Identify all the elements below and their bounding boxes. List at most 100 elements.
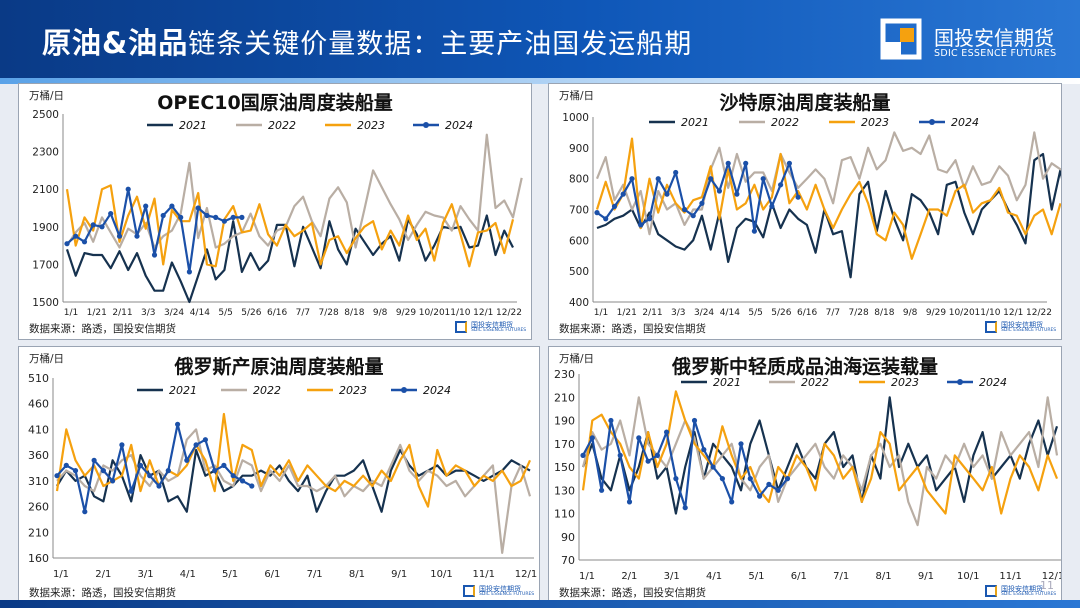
- chart-panel-russia-crude: 160 210 260 310 360 410 460 510 1/1 2/1 3/1 4/1 5/1 6…: [18, 346, 540, 604]
- y-tick-label: 90: [561, 531, 575, 544]
- series-point-2024: [580, 452, 586, 458]
- x-tick-label: 3/1: [664, 571, 680, 582]
- x-tick-label: 2/1: [95, 569, 111, 580]
- source-note: 数据来源：路透，国投安信期货: [29, 323, 176, 335]
- watermark-en: SDIC ESSENCE FUTURES: [1001, 328, 1057, 333]
- y-tick-label: 170: [554, 438, 575, 451]
- series-point-2024: [757, 493, 763, 499]
- y-tick-label: 360: [28, 449, 49, 462]
- watermark-icon: [985, 321, 997, 333]
- series-point-2024: [193, 442, 199, 448]
- page-title-bold: 原油&油品: [42, 26, 189, 60]
- series-point-2024: [751, 228, 757, 234]
- series-point-2024: [664, 429, 670, 435]
- x-tick-label: 12/22: [496, 308, 522, 318]
- series-point-2024: [230, 473, 236, 479]
- legend-label-2021: 2021: [713, 376, 741, 389]
- x-tick-label: 1/1: [53, 569, 69, 580]
- series-point-2024: [608, 417, 614, 424]
- x-tick-label: 12/22: [1026, 308, 1052, 318]
- series-point-2024: [81, 239, 88, 245]
- series-line-2024: [56, 423, 253, 513]
- x-tick-label: 3/24: [164, 308, 184, 318]
- legend-label-2024: 2024: [951, 116, 979, 129]
- x-tick-label: 8/1: [349, 569, 365, 580]
- x-tick-label: 9/1: [918, 571, 934, 582]
- x-tick-label: 7/7: [296, 308, 310, 318]
- series-point-2024: [160, 212, 166, 219]
- y-tick-label: 2100: [32, 184, 59, 196]
- series-point-2024: [239, 478, 246, 484]
- legend-label-2024: 2024: [979, 376, 1007, 389]
- series-point-2024: [54, 473, 60, 479]
- x-tick-label: 9/1: [391, 569, 407, 580]
- x-tick-label: 12/1: [1003, 308, 1023, 318]
- series-point-2024: [64, 241, 70, 247]
- chart-svg-opec10: 1500 1700 1900 2100 2300 2500 1/1 1/21 2/11 3/3 3/…: [32, 109, 523, 318]
- series-point-2024: [204, 212, 210, 219]
- source-note: 数据来源：路透，国投安信期货: [559, 323, 706, 335]
- series-point-2024: [90, 222, 96, 228]
- x-tick-label: 11/1: [472, 569, 494, 580]
- source-note: 数据来源：路透，国投安信期货: [29, 587, 176, 599]
- series-point-2024: [738, 441, 744, 447]
- legend-label-2023: 2023: [339, 384, 367, 397]
- series-point-2024: [699, 200, 705, 206]
- unit-label: 万桶/日: [29, 90, 65, 102]
- x-tick-label: 4/1: [706, 571, 722, 582]
- series-point-2024: [116, 233, 123, 239]
- series-point-2024: [72, 468, 79, 474]
- page-number: 11: [1040, 579, 1054, 592]
- unit-label: 万桶/日: [559, 353, 595, 365]
- header-accent-line: [0, 78, 1080, 84]
- x-tick-label: 9/29: [396, 308, 416, 318]
- series-point-2024: [239, 214, 245, 220]
- x-tick-label: 4/1: [180, 569, 196, 580]
- watermark-logo: 国投安信期货 SDIC ESSENCE FUTURES: [985, 584, 1057, 600]
- watermark-en: SDIC ESSENCE FUTURES: [471, 328, 527, 333]
- series-point-2024: [137, 462, 144, 468]
- series-point-2024: [760, 176, 766, 182]
- series-point-2024: [629, 176, 635, 182]
- watermark-cn: 国投安信期货: [1001, 585, 1043, 593]
- series-point-2024: [82, 509, 88, 515]
- series-point-2024: [710, 464, 716, 470]
- legend-label-2023: 2023: [861, 116, 889, 129]
- x-tick-label: 2/11: [642, 308, 662, 318]
- series-point-2024: [195, 205, 201, 211]
- watermark-logo: 国投安信期货 SDIC ESSENCE FUTURES: [463, 584, 534, 600]
- series-point-2024: [690, 213, 696, 219]
- series-line-2023: [581, 390, 1059, 515]
- y-tick-label: 900: [569, 143, 589, 155]
- watermark-icon: [985, 585, 997, 597]
- series-point-2024: [221, 218, 227, 224]
- series-point-2024: [221, 462, 227, 468]
- watermark-en: SDIC ESSENCE FUTURES: [1001, 592, 1057, 597]
- series-point-2024: [778, 182, 784, 188]
- y-tick-label: 1000: [562, 112, 589, 124]
- series-point-2024: [786, 160, 792, 166]
- series-point-2024: [719, 476, 725, 482]
- y-tick-label: 150: [554, 461, 575, 474]
- x-tick-label: 7/1: [307, 569, 323, 580]
- chart-svg-saudi: 400 500 600 700 800 900 1000 1/1 1/21 2/11 3/3 3/24…: [562, 112, 1061, 318]
- y-tick-label: 400: [569, 297, 589, 309]
- series-point-2024: [186, 269, 192, 275]
- series-line-2022: [581, 396, 1059, 527]
- x-tick-label: 11/10: [975, 308, 1001, 318]
- watermark-icon: [463, 585, 475, 597]
- x-tick-label: 7/28: [319, 308, 339, 318]
- series-point-2024: [169, 203, 175, 209]
- x-tick-label: 8/18: [344, 308, 364, 318]
- series-point-2024: [165, 468, 171, 474]
- chart-svg-russia-crude: 160 210 260 310 360 410 460 510 1/1 2/1 3/1 4/1 5/1 6…: [28, 372, 537, 580]
- unit-label: 万桶/日: [559, 90, 595, 102]
- series-point-2024: [681, 206, 688, 213]
- series-point-2024: [645, 458, 651, 464]
- x-tick-label: 6/1: [791, 571, 807, 582]
- unit-label: 万桶/日: [29, 353, 65, 365]
- y-tick-label: 190: [554, 415, 575, 428]
- series-point-2024: [202, 437, 208, 443]
- y-tick-label: 130: [554, 484, 575, 497]
- x-tick-label: 12/1: [473, 308, 493, 318]
